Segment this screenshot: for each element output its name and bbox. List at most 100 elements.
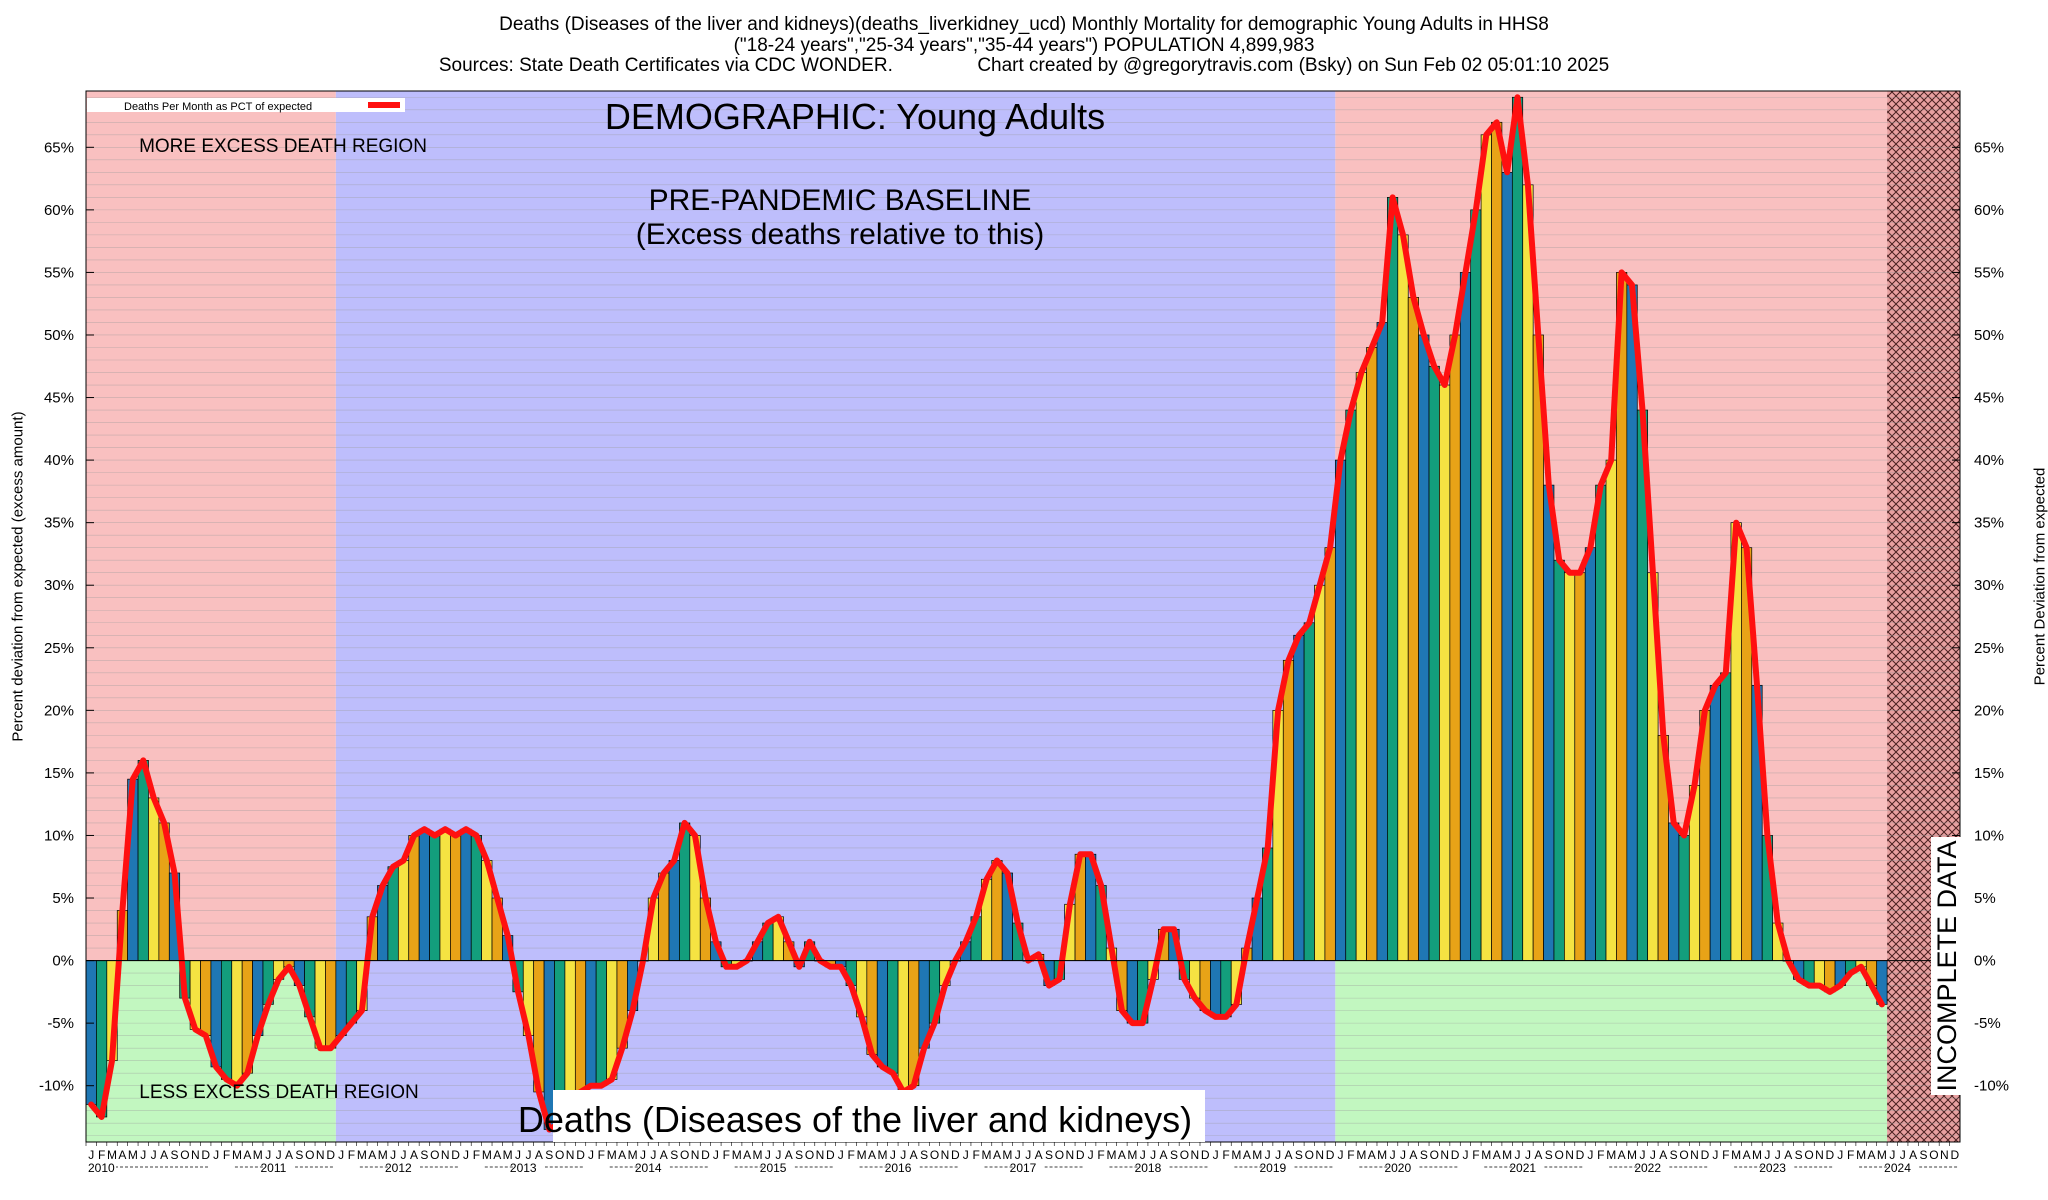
- x-year-label-bg: [265, 1161, 296, 1173]
- x-month-label: S: [920, 1148, 928, 1162]
- x-month-label: O: [555, 1148, 564, 1162]
- y-tick-label: 40%: [1974, 452, 2004, 469]
- y-tick-label: 60%: [44, 202, 74, 219]
- x-month-label: J: [588, 1148, 594, 1162]
- x-month-label: A: [1743, 1148, 1751, 1162]
- x-month-label: A: [285, 1148, 293, 1162]
- y-tick-label: 10%: [1974, 827, 2004, 844]
- x-month-label: A: [368, 1148, 376, 1162]
- x-month-label: M: [982, 1148, 992, 1162]
- bar: [1720, 672, 1732, 961]
- bar: [325, 960, 337, 1049]
- x-month-label: S: [1670, 1148, 1678, 1162]
- x-month-label: D: [1326, 1148, 1335, 1162]
- x-month-label: S: [1420, 1148, 1428, 1162]
- y-tick-label: 35%: [44, 515, 74, 532]
- x-month-label: J: [463, 1148, 469, 1162]
- x-year-label-bg: [514, 1161, 545, 1173]
- background-regions: [86, 91, 1960, 1142]
- x-month-label: A: [1909, 1148, 1917, 1162]
- x-month-label: O: [930, 1148, 939, 1162]
- y-tick-label: 0%: [52, 953, 74, 970]
- bar: [148, 797, 160, 961]
- x-year-label-bg: [1264, 1161, 1295, 1173]
- y-tick-label: 35%: [1974, 515, 2004, 532]
- x-month-label: A: [1160, 1148, 1168, 1162]
- x-month-label: A: [1493, 1148, 1501, 1162]
- x-month-label: M: [1106, 1148, 1116, 1162]
- y-tick-label: 5%: [1974, 890, 1996, 907]
- y-tick-label: 60%: [1974, 202, 2004, 219]
- x-month-label: N: [566, 1148, 575, 1162]
- legend-label: Deaths Per Month as PCT of expected: [124, 101, 312, 113]
- x-month-label: N: [1066, 1148, 1075, 1162]
- x-month-label: O: [1804, 1148, 1813, 1162]
- x-month-label: O: [430, 1148, 439, 1162]
- x-month-label: J: [1275, 1148, 1281, 1162]
- x-month-label: D: [1576, 1148, 1585, 1162]
- bar: [418, 828, 430, 961]
- bar: [1709, 684, 1721, 961]
- y-tick-label: -10%: [1974, 1078, 2009, 1095]
- x-month-label: O: [805, 1148, 814, 1162]
- x-month-label: J: [1650, 1148, 1656, 1162]
- x-month-label: J: [1213, 1148, 1219, 1162]
- bar: [897, 960, 909, 1093]
- x-year-label-bg: [1389, 1161, 1420, 1173]
- bar: [1678, 835, 1690, 961]
- x-month-label: F: [1597, 1148, 1604, 1162]
- x-month-label: J: [525, 1148, 531, 1162]
- x-month-label: J: [1712, 1148, 1718, 1162]
- x-month-label: M: [1502, 1148, 1512, 1162]
- bar: [1584, 547, 1596, 961]
- x-month-label: J: [1889, 1148, 1895, 1162]
- x-year-label: 2015: [760, 1161, 787, 1175]
- x-month-label: O: [1929, 1148, 1938, 1162]
- demographic-label: DEMOGRAPHIC: Young Adults: [605, 96, 1105, 137]
- bar: [1407, 297, 1419, 961]
- x-month-label: J: [1390, 1148, 1396, 1162]
- x-month-label: F: [1472, 1148, 1479, 1162]
- y-axis-label-left: Percent deviation from expected (excess …: [9, 411, 27, 742]
- x-month-label: M: [1002, 1148, 1012, 1162]
- x-month-label: A: [160, 1148, 168, 1162]
- x-month-label: J: [1338, 1148, 1344, 1162]
- baseline-label-line1: PRE-PANDEMIC BASELINE: [649, 184, 1032, 217]
- x-month-label: M: [628, 1148, 638, 1162]
- incomplete-data-label: INCOMPLETE DATA: [1932, 840, 1962, 1091]
- x-month-label: D: [1701, 1148, 1710, 1162]
- x-month-label: F: [1722, 1148, 1729, 1162]
- bar: [429, 835, 441, 961]
- x-month-label: N: [441, 1148, 450, 1162]
- x-year-label: 2019: [1260, 1161, 1287, 1175]
- x-month-label: M: [1252, 1148, 1262, 1162]
- x-month-label: M: [1356, 1148, 1366, 1162]
- x-month-label: D: [701, 1148, 710, 1162]
- x-month-label: J: [1525, 1148, 1531, 1162]
- x-month-label: N: [1565, 1148, 1574, 1162]
- y-tick-label: 30%: [1974, 577, 2004, 594]
- x-month-label: A: [618, 1148, 626, 1162]
- excess-region-2010: [86, 91, 336, 961]
- x-month-label: M: [357, 1148, 367, 1162]
- x-month-label: D: [1826, 1148, 1835, 1162]
- x-year-label-bg: [1014, 1161, 1045, 1173]
- bar: [1449, 334, 1461, 961]
- x-year-label-bg: [1764, 1161, 1795, 1173]
- x-month-label: M: [1231, 1148, 1241, 1162]
- x-month-label: J: [838, 1148, 844, 1162]
- y-tick-label: 10%: [44, 827, 74, 844]
- bar: [1553, 559, 1565, 961]
- x-month-label: A: [785, 1148, 793, 1162]
- bar: [1428, 365, 1440, 961]
- x-month-label: J: [1462, 1148, 1468, 1162]
- x-month-label: O: [1055, 1148, 1064, 1162]
- bar: [1439, 384, 1451, 961]
- x-month-label: M: [232, 1148, 242, 1162]
- y-axis-label-right: Percent Deviation from expected: [2031, 467, 2048, 686]
- x-month-label: O: [1430, 1148, 1439, 1162]
- bar: [1210, 960, 1222, 1018]
- y-tick-label: 20%: [44, 702, 74, 719]
- x-month-label: N: [1815, 1148, 1824, 1162]
